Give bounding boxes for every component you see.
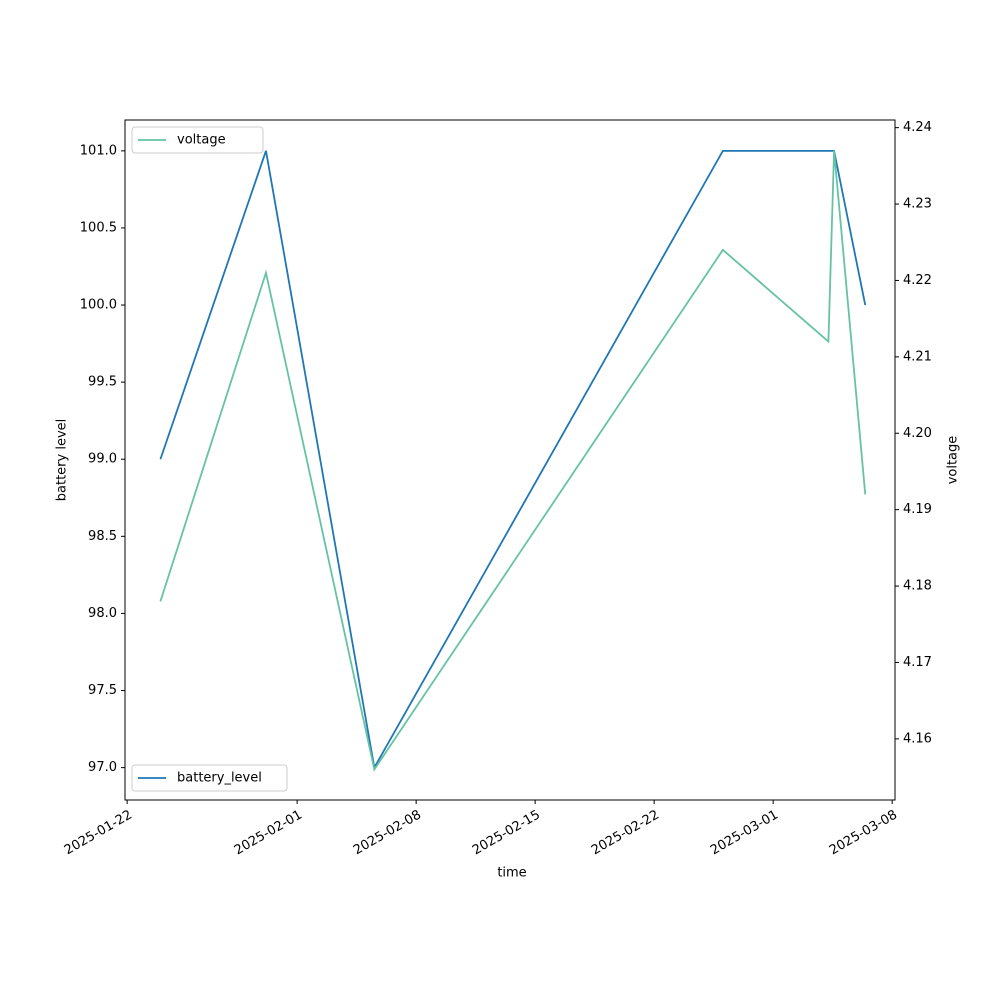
x-tick-label: 2025-02-01 bbox=[232, 808, 305, 859]
x-tick-label: 2025-02-22 bbox=[589, 808, 662, 859]
y-axis-label: battery level bbox=[55, 419, 70, 502]
x-tick-label: 2025-01-22 bbox=[62, 808, 135, 859]
y2-tick-label: 4.24 bbox=[903, 120, 932, 135]
y-tick-label: 98.0 bbox=[88, 606, 117, 621]
x-tick-label: 2025-03-08 bbox=[827, 808, 900, 859]
legend-box bbox=[131, 764, 288, 792]
y-tick-label: 97.0 bbox=[88, 760, 117, 775]
legend-label: voltage bbox=[177, 133, 226, 148]
y-tick-label: 100.0 bbox=[80, 298, 117, 313]
y2-tick-label: 4.16 bbox=[903, 731, 932, 746]
legend-box bbox=[131, 126, 264, 154]
y-tick-label: 99.5 bbox=[88, 375, 117, 390]
y2-tick-label: 4.17 bbox=[903, 655, 932, 670]
y-tick-label: 97.5 bbox=[88, 683, 117, 698]
legend-label: battery_level bbox=[177, 771, 262, 786]
x-tick-label: 2025-03-01 bbox=[708, 808, 781, 859]
x-axis-label: time bbox=[497, 866, 526, 881]
y-tick-label: 101.0 bbox=[80, 143, 117, 158]
plot-frame bbox=[124, 119, 896, 801]
y2-tick-label: 4.18 bbox=[903, 579, 932, 594]
line-series bbox=[159, 150, 867, 772]
x-tick-label: 2025-02-15 bbox=[470, 808, 543, 859]
y-tick-label: 99.0 bbox=[88, 452, 117, 467]
line-series bbox=[159, 149, 867, 771]
x-tick-label: 2025-02-08 bbox=[351, 808, 424, 859]
y-tick-label: 100.5 bbox=[80, 220, 117, 235]
y2-axis-label: voltage bbox=[946, 436, 961, 485]
y2-tick-label: 4.20 bbox=[903, 426, 932, 441]
y2-tick-label: 4.22 bbox=[903, 273, 932, 288]
y-tick-label: 98.5 bbox=[88, 529, 117, 544]
y2-tick-label: 4.23 bbox=[903, 197, 932, 212]
y2-tick-label: 4.21 bbox=[903, 349, 932, 364]
y2-tick-label: 4.19 bbox=[903, 502, 932, 517]
